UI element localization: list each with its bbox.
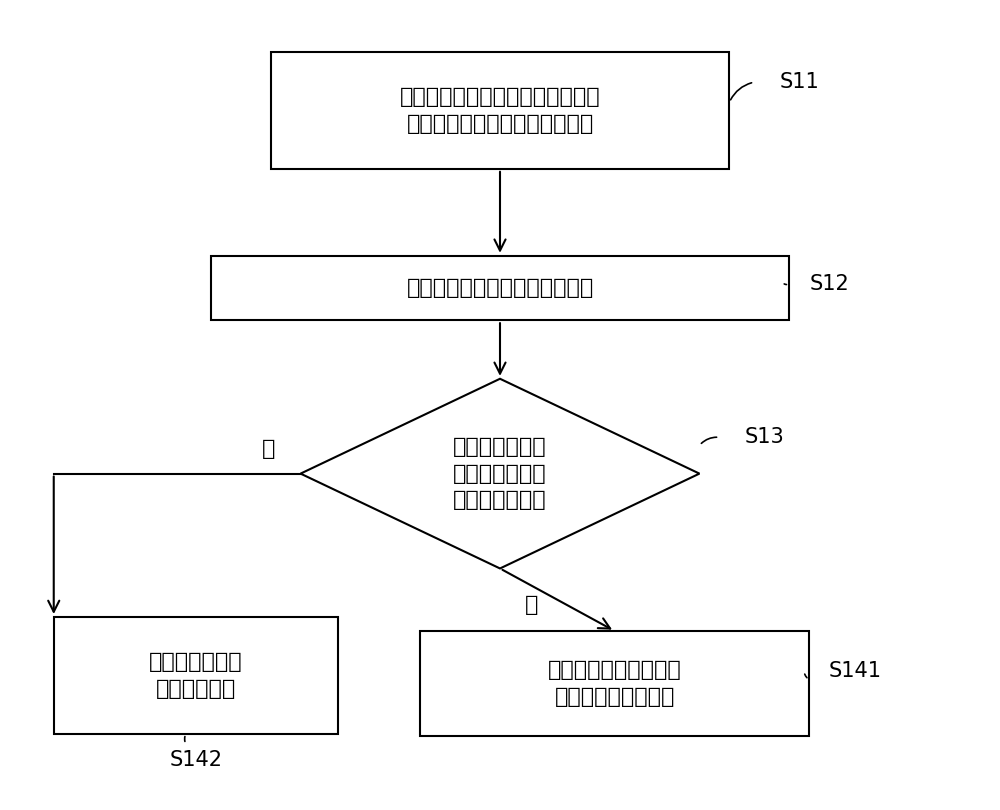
Polygon shape: [301, 379, 699, 569]
Bar: [54, 617, 338, 734]
Bar: [211, 256, 789, 320]
Bar: [271, 52, 729, 169]
Text: 获取介质访问控制层的传输效率: 获取介质访问控制层的传输效率: [406, 278, 594, 298]
Text: 仅允许将基础数
据上传至云端: 仅允许将基础数 据上传至云端: [149, 652, 243, 698]
Text: S13: S13: [744, 428, 784, 447]
Text: 是: 是: [525, 595, 538, 615]
Bar: [420, 631, 809, 736]
Text: S142: S142: [169, 750, 222, 770]
Text: S12: S12: [809, 274, 849, 294]
Text: S11: S11: [779, 72, 819, 92]
Text: 否: 否: [262, 439, 276, 459]
Text: 判断信号质量和
传输效率是否均
达到对应的标准: 判断信号质量和 传输效率是否均 达到对应的标准: [453, 437, 547, 510]
Text: 获取所连接热点的信号质量，信号
质量包括信号稳定性和信号强度: 获取所连接热点的信号质量，信号 质量包括信号稳定性和信号强度: [400, 87, 600, 134]
Text: 允许将全业务数据以及
日志数据上传至云端: 允许将全业务数据以及 日志数据上传至云端: [548, 660, 682, 706]
Text: S141: S141: [829, 662, 882, 681]
